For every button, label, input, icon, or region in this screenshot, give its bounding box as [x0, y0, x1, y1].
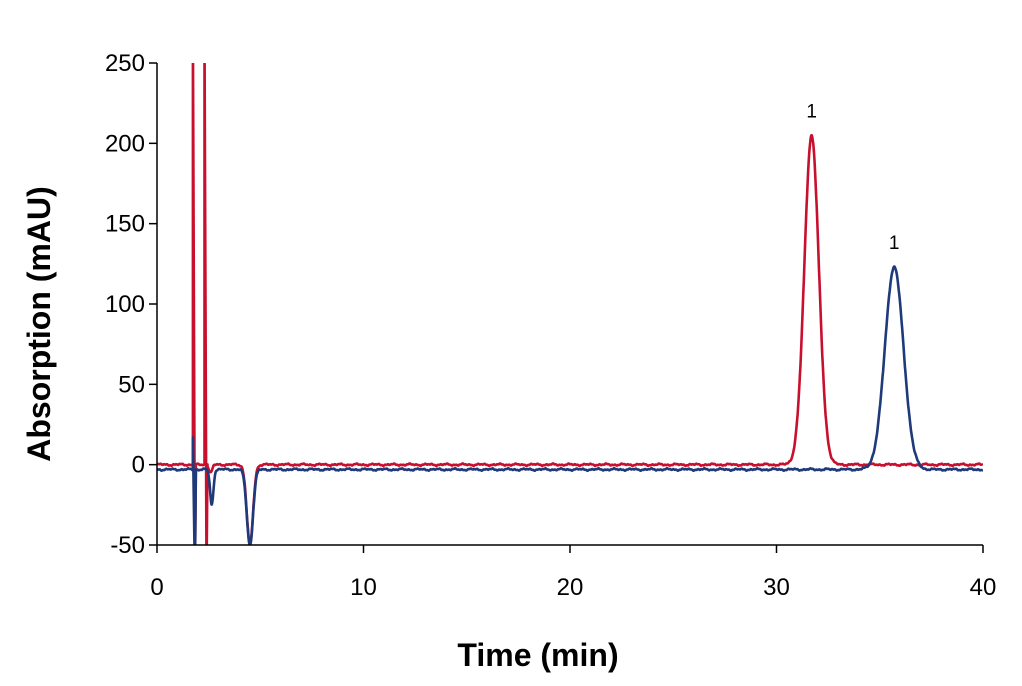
y-tick-label: 100 [105, 291, 145, 318]
x-axis-title: Time (min) [457, 637, 618, 673]
x-tick-label: 30 [763, 574, 790, 601]
x-tick-label: 40 [970, 574, 997, 601]
labels-layer: 11 [806, 101, 899, 254]
x-tick-label: 0 [150, 574, 163, 601]
peak-label-series-2: 1 [889, 233, 900, 254]
y-tick-label: 200 [105, 130, 145, 157]
y-tick-label: 250 [105, 50, 145, 77]
peak-label-series-1: 1 [806, 101, 817, 122]
y-axis-title: Absorption (mAU) [21, 186, 57, 462]
y-tick-label: 150 [105, 211, 145, 238]
y-tick-label: -50 [110, 532, 145, 559]
y-tick-label: 0 [132, 452, 145, 479]
series-line-1 [157, 63, 983, 545]
x-tick-label: 10 [350, 574, 377, 601]
x-tick-label: 20 [557, 574, 584, 601]
y-tick-label: 50 [118, 371, 145, 398]
series-line-2 [157, 265, 983, 545]
series-layer [157, 63, 983, 545]
